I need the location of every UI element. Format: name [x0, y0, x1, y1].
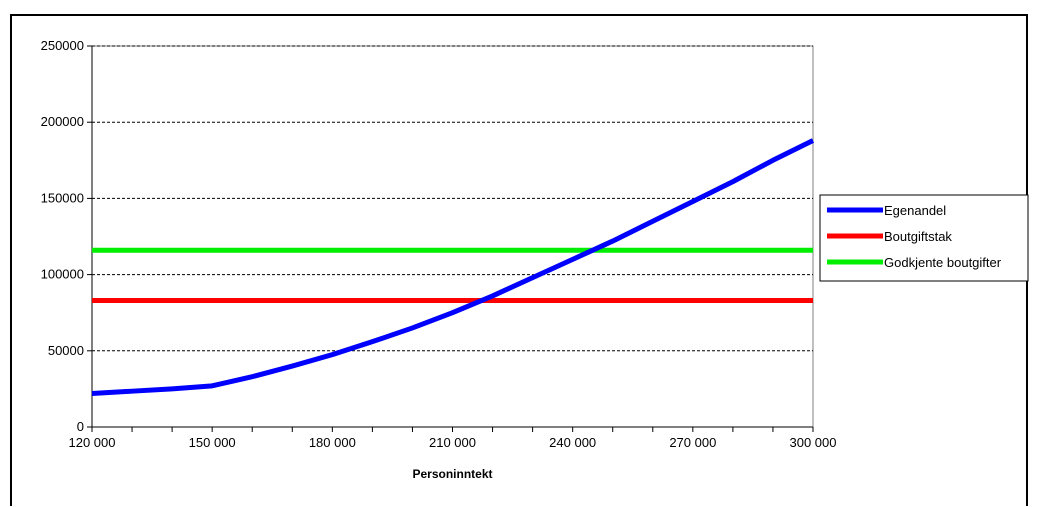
x-tick-label: 210 000: [429, 435, 476, 450]
x-tick-label: 270 000: [669, 435, 716, 450]
y-tick-label: 50000: [48, 343, 84, 358]
x-tick-label: 180 000: [309, 435, 356, 450]
x-axis-title: Personinntekt: [412, 467, 492, 481]
legend-label: Egenandel: [884, 203, 946, 218]
y-tick-label: 250000: [41, 38, 84, 53]
plot-area: [91, 45, 814, 428]
y-tick-label: 0: [77, 419, 84, 434]
y-tick-label: 200000: [41, 114, 84, 129]
series-line-1: [91, 138, 815, 396]
legend-label: Godkjente boutgifter: [884, 255, 1002, 270]
y-tick-label: 100000: [41, 267, 84, 282]
y-tick-label: 150000: [41, 190, 84, 205]
x-tick-label: 300 000: [790, 435, 837, 450]
x-tick-label: 240 000: [549, 435, 596, 450]
x-tick-label: 120 000: [69, 435, 116, 450]
x-tick-label: 150 000: [189, 435, 236, 450]
legend-label: Boutgiftstak: [884, 229, 952, 244]
